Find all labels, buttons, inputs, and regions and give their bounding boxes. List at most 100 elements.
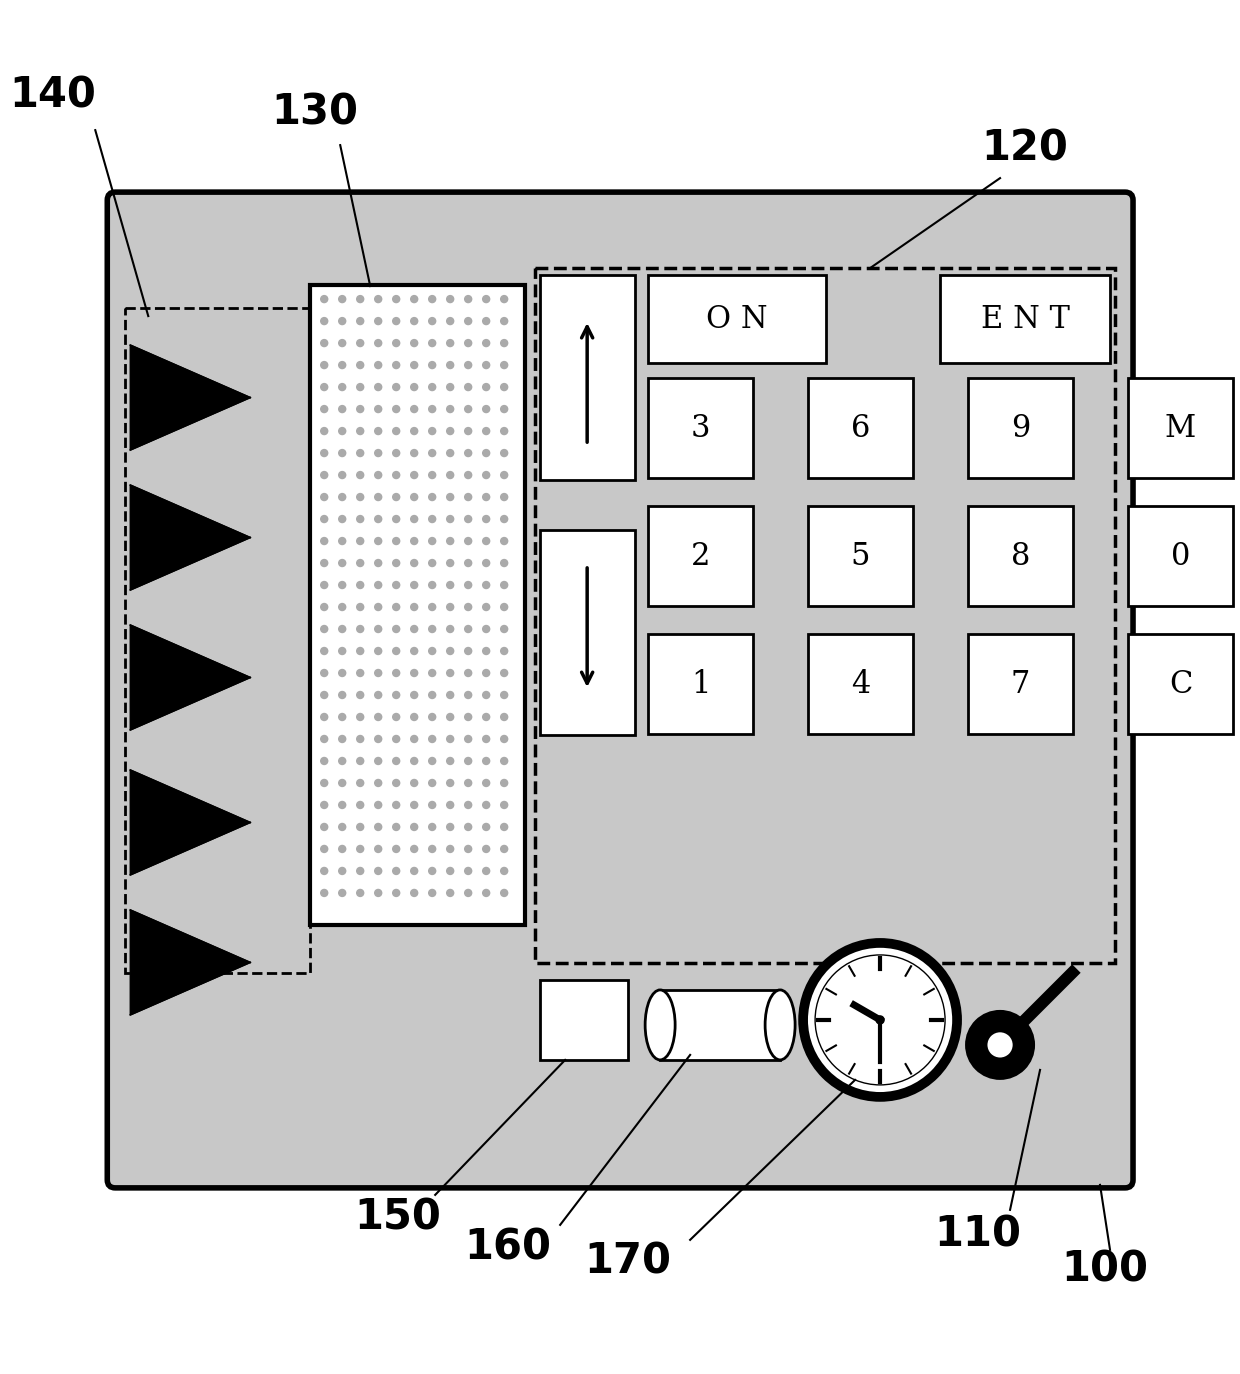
Circle shape	[374, 691, 382, 698]
Circle shape	[410, 801, 418, 808]
Circle shape	[501, 735, 507, 742]
Circle shape	[429, 691, 435, 698]
Circle shape	[482, 647, 490, 654]
Circle shape	[501, 801, 507, 808]
Circle shape	[501, 625, 507, 632]
Circle shape	[501, 361, 507, 368]
Circle shape	[357, 581, 363, 588]
Text: 130: 130	[272, 91, 358, 133]
Circle shape	[339, 691, 346, 698]
Circle shape	[482, 801, 490, 808]
Circle shape	[429, 757, 435, 764]
Circle shape	[446, 625, 454, 632]
Circle shape	[393, 647, 399, 654]
Circle shape	[482, 603, 490, 610]
Circle shape	[393, 779, 399, 786]
Circle shape	[429, 383, 435, 390]
Circle shape	[446, 823, 454, 830]
Circle shape	[482, 779, 490, 786]
Circle shape	[321, 581, 327, 588]
Circle shape	[429, 537, 435, 544]
Circle shape	[357, 427, 363, 434]
Circle shape	[501, 581, 507, 588]
Bar	[125, 308, 310, 973]
Circle shape	[321, 669, 327, 676]
Circle shape	[815, 955, 945, 1085]
Circle shape	[357, 603, 363, 610]
Circle shape	[501, 713, 507, 720]
Circle shape	[465, 845, 471, 852]
Circle shape	[374, 823, 382, 830]
Circle shape	[357, 735, 363, 742]
Circle shape	[393, 581, 399, 588]
Text: 1: 1	[691, 669, 711, 699]
Polygon shape	[130, 485, 250, 589]
Bar	[649, 275, 826, 363]
Circle shape	[482, 295, 490, 302]
Circle shape	[339, 625, 346, 632]
Text: 150: 150	[355, 1197, 441, 1239]
Circle shape	[321, 845, 327, 852]
Circle shape	[321, 515, 327, 522]
Circle shape	[410, 647, 418, 654]
Circle shape	[465, 713, 471, 720]
Text: C: C	[1169, 669, 1192, 699]
Circle shape	[965, 1010, 1035, 1080]
Circle shape	[393, 845, 399, 852]
Polygon shape	[130, 345, 250, 451]
Circle shape	[374, 405, 382, 412]
Circle shape	[465, 559, 471, 566]
Circle shape	[465, 515, 471, 522]
Circle shape	[393, 317, 399, 324]
Circle shape	[429, 449, 435, 456]
Circle shape	[446, 889, 454, 896]
Circle shape	[357, 317, 363, 324]
Circle shape	[482, 823, 490, 830]
Ellipse shape	[645, 989, 675, 1059]
Circle shape	[393, 669, 399, 676]
Bar	[649, 506, 753, 606]
Circle shape	[501, 647, 507, 654]
Text: 120: 120	[982, 128, 1069, 169]
Circle shape	[501, 779, 507, 786]
Circle shape	[357, 625, 363, 632]
Text: 6: 6	[851, 412, 870, 444]
Circle shape	[446, 691, 454, 698]
Circle shape	[465, 647, 471, 654]
Circle shape	[393, 515, 399, 522]
Circle shape	[501, 405, 507, 412]
Bar	[310, 284, 526, 925]
Circle shape	[410, 779, 418, 786]
Circle shape	[482, 757, 490, 764]
Circle shape	[446, 537, 454, 544]
Circle shape	[429, 361, 435, 368]
Circle shape	[465, 581, 471, 588]
Circle shape	[393, 625, 399, 632]
Bar	[541, 530, 635, 735]
Circle shape	[482, 867, 490, 874]
Circle shape	[339, 581, 346, 588]
Circle shape	[446, 801, 454, 808]
Circle shape	[321, 339, 327, 346]
Circle shape	[357, 295, 363, 302]
Text: 3: 3	[691, 412, 711, 444]
Circle shape	[482, 449, 490, 456]
Circle shape	[446, 471, 454, 478]
Bar	[649, 633, 753, 734]
Circle shape	[339, 471, 346, 478]
Circle shape	[501, 603, 507, 610]
Circle shape	[482, 537, 490, 544]
Circle shape	[410, 581, 418, 588]
Circle shape	[321, 603, 327, 610]
Polygon shape	[130, 910, 250, 1015]
Circle shape	[501, 669, 507, 676]
Circle shape	[410, 537, 418, 544]
Circle shape	[429, 625, 435, 632]
Text: 4: 4	[851, 669, 870, 699]
Circle shape	[465, 405, 471, 412]
Circle shape	[410, 713, 418, 720]
Circle shape	[393, 691, 399, 698]
Circle shape	[339, 713, 346, 720]
Circle shape	[321, 559, 327, 566]
Circle shape	[482, 471, 490, 478]
